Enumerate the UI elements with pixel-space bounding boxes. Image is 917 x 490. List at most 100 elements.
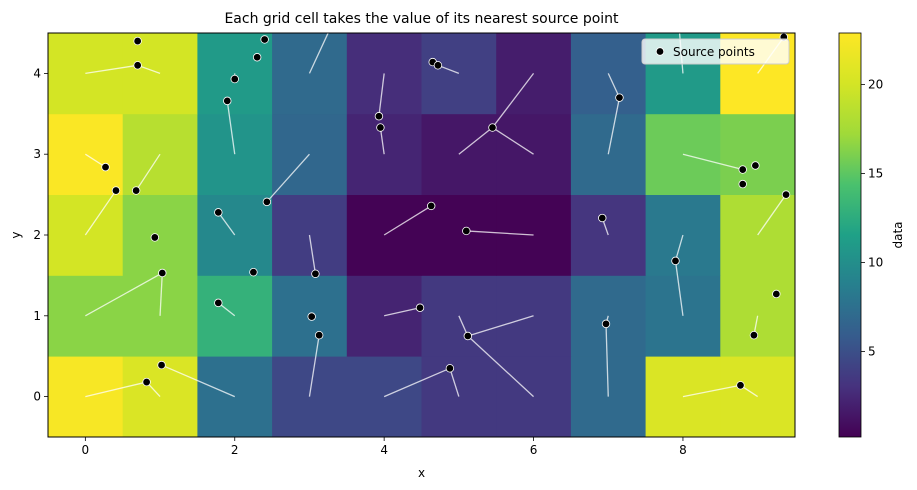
x-tick-label: 8 <box>679 443 687 457</box>
source-point <box>214 208 223 217</box>
source-point <box>749 330 759 340</box>
source-point <box>230 74 239 84</box>
x-tick-label: 6 <box>530 443 538 457</box>
source-point <box>131 186 141 195</box>
source-point <box>307 312 316 321</box>
heatmap-cell <box>272 33 348 115</box>
source-point <box>133 36 142 46</box>
connector-line <box>605 323 609 397</box>
source-point <box>601 319 611 329</box>
connector-line <box>217 211 236 236</box>
source-point <box>738 165 747 174</box>
source-points <box>101 32 791 390</box>
connector-line <box>607 73 621 98</box>
heatmap-cell <box>570 113 646 195</box>
source-point <box>433 61 443 70</box>
colorbar-tick-label: 10 <box>868 256 883 270</box>
connector-line <box>135 153 161 191</box>
source-point <box>374 112 384 121</box>
source-point <box>488 123 497 132</box>
heatmap-cell <box>197 113 273 195</box>
connector-line <box>159 272 163 316</box>
heatmap-cell <box>197 194 273 276</box>
connector-line <box>467 315 534 337</box>
legend-marker-source-points <box>655 47 665 56</box>
heatmap-cell <box>122 194 198 276</box>
connector-line <box>467 335 534 398</box>
heatmap-cell <box>122 275 198 357</box>
source-point <box>738 179 747 189</box>
heatmap-cell <box>421 33 497 115</box>
source-point <box>111 186 121 195</box>
heatmap-cell <box>570 356 646 438</box>
source-point <box>311 269 320 278</box>
source-point <box>262 197 272 207</box>
connector-line <box>226 100 236 155</box>
source-point <box>150 233 160 242</box>
source-point <box>260 35 269 44</box>
heatmap-cell <box>122 33 198 115</box>
connector-line <box>466 230 534 236</box>
source-point <box>781 190 791 199</box>
heatmap-cell <box>645 275 721 357</box>
colorbar-tick-label: 5 <box>868 345 876 359</box>
source-point <box>751 161 760 170</box>
chart-title: Each grid cell takes the value of its ne… <box>224 11 619 27</box>
connector-line <box>85 64 138 75</box>
x-axis-label: x <box>418 466 425 480</box>
heatmap-cell <box>720 194 796 276</box>
connector-line <box>757 194 787 236</box>
source-point <box>314 330 324 340</box>
connector-line <box>161 364 236 398</box>
y-axis-ticks: 0 1 2 3 4 <box>33 66 48 404</box>
heatmap-cell <box>496 194 572 276</box>
colorbar-tick-label: 20 <box>868 78 883 92</box>
heatmap-cell <box>272 356 348 438</box>
legend: Source points <box>641 38 790 65</box>
y-tick-label: 0 <box>33 390 41 404</box>
source-point <box>736 381 745 390</box>
connector-line <box>378 73 385 117</box>
connector-line <box>85 381 147 398</box>
source-point <box>598 213 607 223</box>
source-point <box>445 364 455 373</box>
heatmap-cell <box>122 356 198 438</box>
connector-line <box>458 127 493 155</box>
colorbar-ticks: 5 10 15 20 <box>861 78 883 359</box>
source-point <box>463 331 473 341</box>
y-tick-label: 3 <box>33 147 41 161</box>
source-point <box>415 303 425 312</box>
connector-line <box>383 367 451 398</box>
connector-line <box>384 307 421 317</box>
x-tick-label: 4 <box>380 443 388 457</box>
legend-label-source-points: Source points <box>673 45 755 59</box>
source-point <box>101 162 110 172</box>
source-point <box>772 289 781 299</box>
source-point <box>214 298 223 308</box>
heatmap-cell <box>346 113 422 195</box>
source-point <box>133 61 142 70</box>
connector-line <box>379 127 385 155</box>
connector-line <box>674 260 684 316</box>
source-point <box>462 226 471 236</box>
source-point <box>427 201 436 211</box>
heatmap-cell <box>197 275 273 357</box>
heatmap-cell <box>720 113 796 195</box>
x-axis-ticks: 0 2 4 6 8 <box>82 437 687 457</box>
y-tick-label: 4 <box>33 66 41 80</box>
heatmap-cells <box>48 33 796 438</box>
connector-line <box>674 234 684 262</box>
connector-line <box>491 73 535 128</box>
colorbar-label: data <box>891 221 905 248</box>
source-point <box>615 93 624 102</box>
source-point <box>157 360 166 370</box>
connector-line <box>492 126 534 155</box>
connector-line <box>308 335 320 397</box>
source-point <box>223 96 232 106</box>
heatmap-cell <box>496 275 572 357</box>
connector-line <box>85 272 163 317</box>
x-tick-label: 2 <box>231 443 239 457</box>
y-axis-label: y <box>9 231 23 238</box>
connector-line <box>682 153 743 171</box>
